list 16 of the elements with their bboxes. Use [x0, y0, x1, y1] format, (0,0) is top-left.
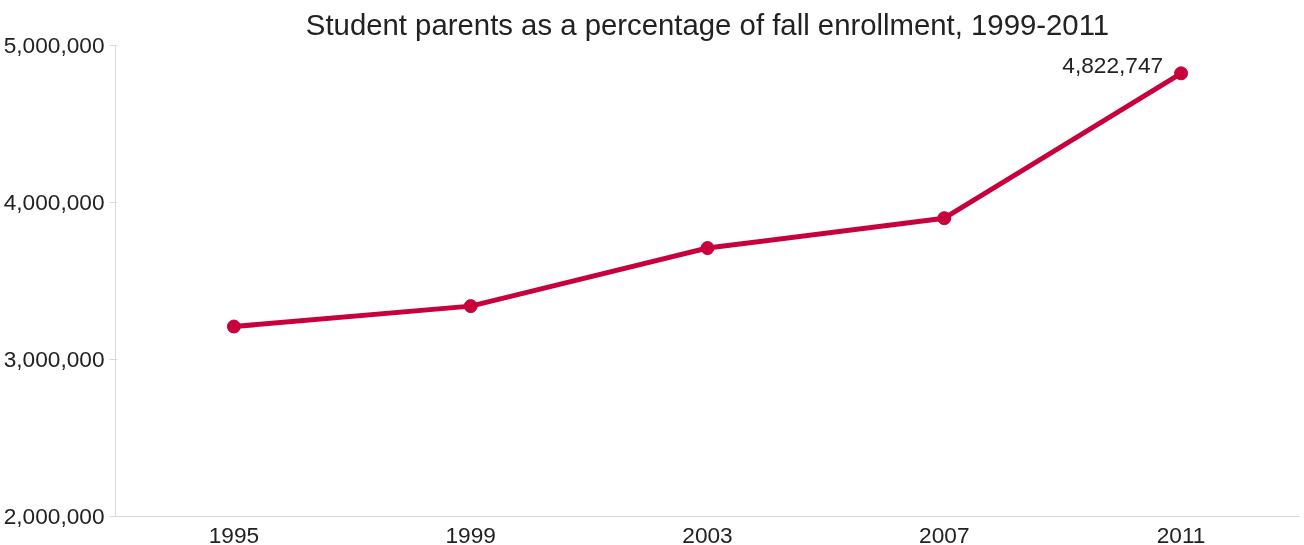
data-label: 4,822,747: [1062, 51, 1164, 78]
x-tick-label: 2003: [682, 521, 733, 545]
y-tick-label: 5,000,000: [3, 32, 105, 58]
y-tick-label: 2,000,000: [3, 503, 105, 529]
x-tick-label: 2007: [919, 521, 970, 545]
point: [700, 241, 715, 256]
point: [937, 211, 952, 226]
point: [463, 299, 478, 314]
chart-title: Student parents as a percentage of fall enrollment, 1999-2011: [305, 7, 1110, 41]
x-tick-label: 1999: [445, 521, 496, 545]
y-tick-label: 4,000,000: [3, 189, 105, 215]
point: [1174, 66, 1189, 81]
y-tick-label: 3,000,000: [3, 346, 105, 372]
x-tick-label: 2011: [1156, 521, 1206, 545]
point: [226, 319, 241, 334]
x-tick-label: 1995: [208, 521, 260, 545]
